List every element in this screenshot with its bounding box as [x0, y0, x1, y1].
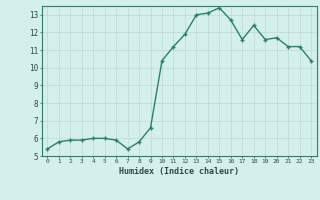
X-axis label: Humidex (Indice chaleur): Humidex (Indice chaleur)	[119, 167, 239, 176]
